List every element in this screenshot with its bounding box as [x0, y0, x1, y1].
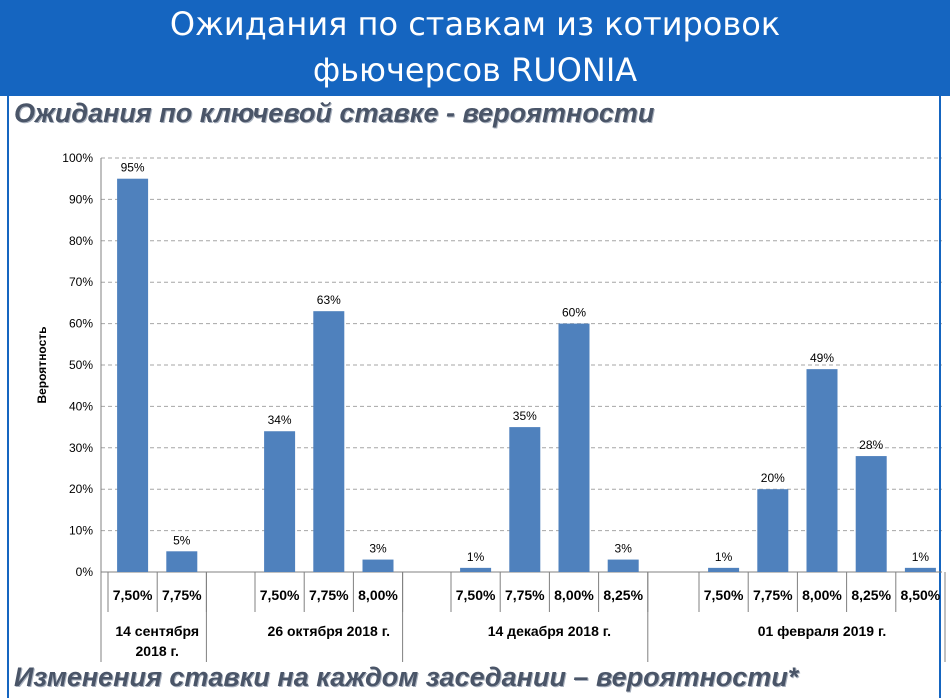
y-tick-label: 40% [69, 399, 93, 413]
x-tick-label: 7,50% [456, 587, 496, 603]
data-label: 60% [562, 306, 586, 320]
group-label: 2018 г. [136, 643, 179, 659]
bar [757, 489, 789, 572]
data-label: 1% [912, 550, 930, 564]
banner-title-line-2: фьючерсов RUONIA [312, 51, 638, 89]
y-axis-title: Вероятность [35, 326, 49, 403]
bar [264, 431, 296, 572]
data-label: 20% [761, 471, 785, 485]
bar [855, 456, 887, 572]
banner-title-line-1: Ожидания по ставкам из котировок [169, 5, 781, 43]
y-tick-label: 60% [69, 317, 93, 331]
bar [904, 567, 936, 572]
data-label: 3% [369, 542, 387, 556]
data-label: 28% [859, 438, 883, 452]
bar [806, 369, 838, 572]
y-tick-label: 0% [76, 565, 94, 579]
title-banner: Ожидания по ставкам из котировок фьючерс… [0, 0, 950, 96]
y-tick-label: 50% [69, 358, 93, 372]
x-tick-label: 7,75% [309, 587, 349, 603]
data-label: 95% [121, 161, 145, 175]
group-label: 26 октября 2018 г. [268, 623, 390, 639]
group-label: 14 декабря 2018 г. [488, 623, 611, 639]
bar [509, 427, 541, 572]
y-tick-label: 20% [69, 482, 93, 496]
group-label: 01 февраля 2019 г. [758, 623, 887, 639]
bar [166, 551, 198, 572]
data-label: 49% [810, 351, 834, 365]
x-tick-label: 7,50% [704, 587, 744, 603]
data-label: 63% [317, 293, 341, 307]
group-label: 14 сентября [115, 623, 199, 639]
x-tick-label: 8,50% [901, 587, 941, 603]
bar [362, 559, 394, 572]
chart-heading: Ожидания по ключевой ставке - вероятност… [14, 98, 655, 128]
x-tick-label: 7,75% [753, 587, 793, 603]
bar [708, 567, 740, 572]
data-label: 35% [513, 409, 537, 423]
content-frame [7, 96, 941, 698]
data-label: 3% [615, 542, 633, 556]
bottom-heading: Изменения ставки на каждом заседании – в… [14, 662, 799, 692]
y-tick-label: 100% [62, 151, 93, 165]
bar [117, 178, 149, 572]
bar [313, 311, 345, 572]
bar [558, 323, 590, 572]
data-label: 34% [268, 413, 292, 427]
x-tick-label: 8,00% [358, 587, 398, 603]
x-tick-label: 8,25% [851, 587, 891, 603]
x-tick-label: 7,50% [260, 587, 300, 603]
y-tick-label: 80% [69, 234, 93, 248]
x-tick-label: 7,50% [113, 587, 153, 603]
data-label: 1% [467, 550, 485, 564]
x-tick-label: 8,00% [802, 587, 842, 603]
y-tick-label: 30% [69, 441, 93, 455]
y-tick-label: 70% [69, 275, 93, 289]
y-tick-label: 10% [69, 524, 93, 538]
x-tick-label: 7,75% [162, 587, 202, 603]
data-label: 5% [173, 533, 191, 547]
bar [607, 559, 639, 572]
x-tick-label: 8,00% [554, 587, 594, 603]
y-tick-label: 90% [69, 192, 93, 206]
bar [460, 567, 492, 572]
x-tick-label: 7,75% [505, 587, 545, 603]
x-tick-label: 8,25% [603, 587, 643, 603]
data-label: 1% [715, 550, 733, 564]
